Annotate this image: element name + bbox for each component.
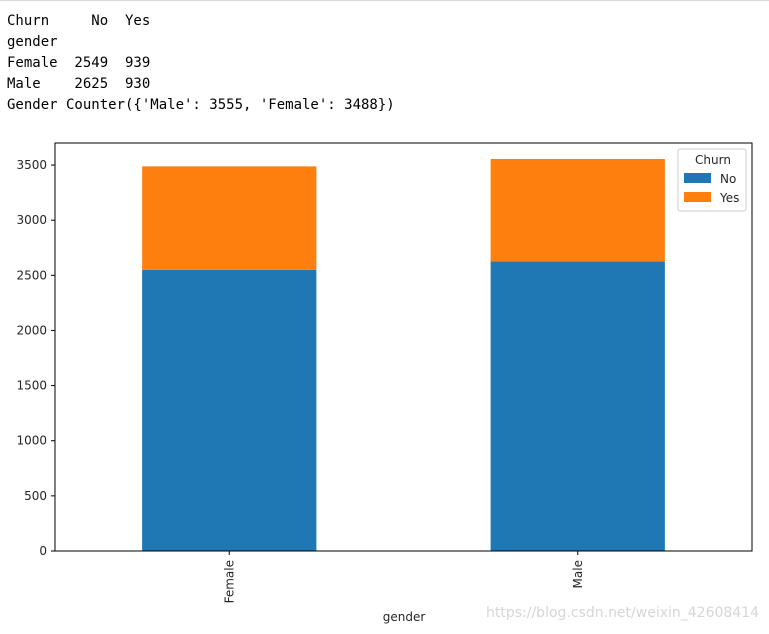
output-line: Male 2625 930 — [7, 76, 151, 92]
legend: Churn No Yes — [677, 148, 747, 212]
legend-items: No Yes — [684, 172, 739, 205]
top-divider — [0, 0, 769, 1]
bar-no-male — [490, 261, 665, 551]
y-tick-label: 0 — [39, 544, 47, 558]
x-axis-label: gender — [383, 610, 426, 624]
y-tick-label: 500 — [24, 489, 47, 503]
legend-label-no: No — [720, 172, 736, 186]
plot-frame — [54, 142, 753, 552]
output-line: Churn No Yes — [7, 13, 151, 29]
x-axis: Female Male — [222, 551, 585, 603]
legend-swatch-yes — [684, 192, 711, 202]
cell-output: Churn No Yes gender Female 2549 939 Male… — [7, 11, 395, 116]
legend-title: Churn — [695, 153, 731, 167]
bar-yes-female — [142, 166, 317, 270]
bars-layer — [142, 158, 665, 551]
y-axis: 0 500 1000 1500 2000 2500 3000 3500 — [16, 158, 55, 558]
y-tick-label: 2000 — [16, 323, 47, 337]
bar-yes-male — [490, 158, 665, 262]
y-tick-label: 3500 — [16, 158, 47, 172]
x-tick-label: Male — [571, 560, 585, 588]
legend-swatch-no — [684, 173, 711, 183]
y-tick-label: 1000 — [16, 434, 47, 448]
y-tick-label: 2500 — [16, 268, 47, 282]
output-line: Gender Counter({'Male': 3555, 'Female': … — [7, 97, 395, 113]
x-tick-label: Female — [222, 560, 236, 603]
watermark: https://blog.csdn.net/weixin_42608414 — [486, 605, 760, 621]
output-line: gender — [7, 34, 58, 50]
y-tick-label: 3000 — [16, 213, 47, 227]
legend-label-yes: Yes — [719, 191, 739, 205]
output-line: Female 2549 939 — [7, 55, 151, 71]
bar-no-female — [142, 269, 317, 551]
y-tick-label: 1500 — [16, 379, 47, 393]
